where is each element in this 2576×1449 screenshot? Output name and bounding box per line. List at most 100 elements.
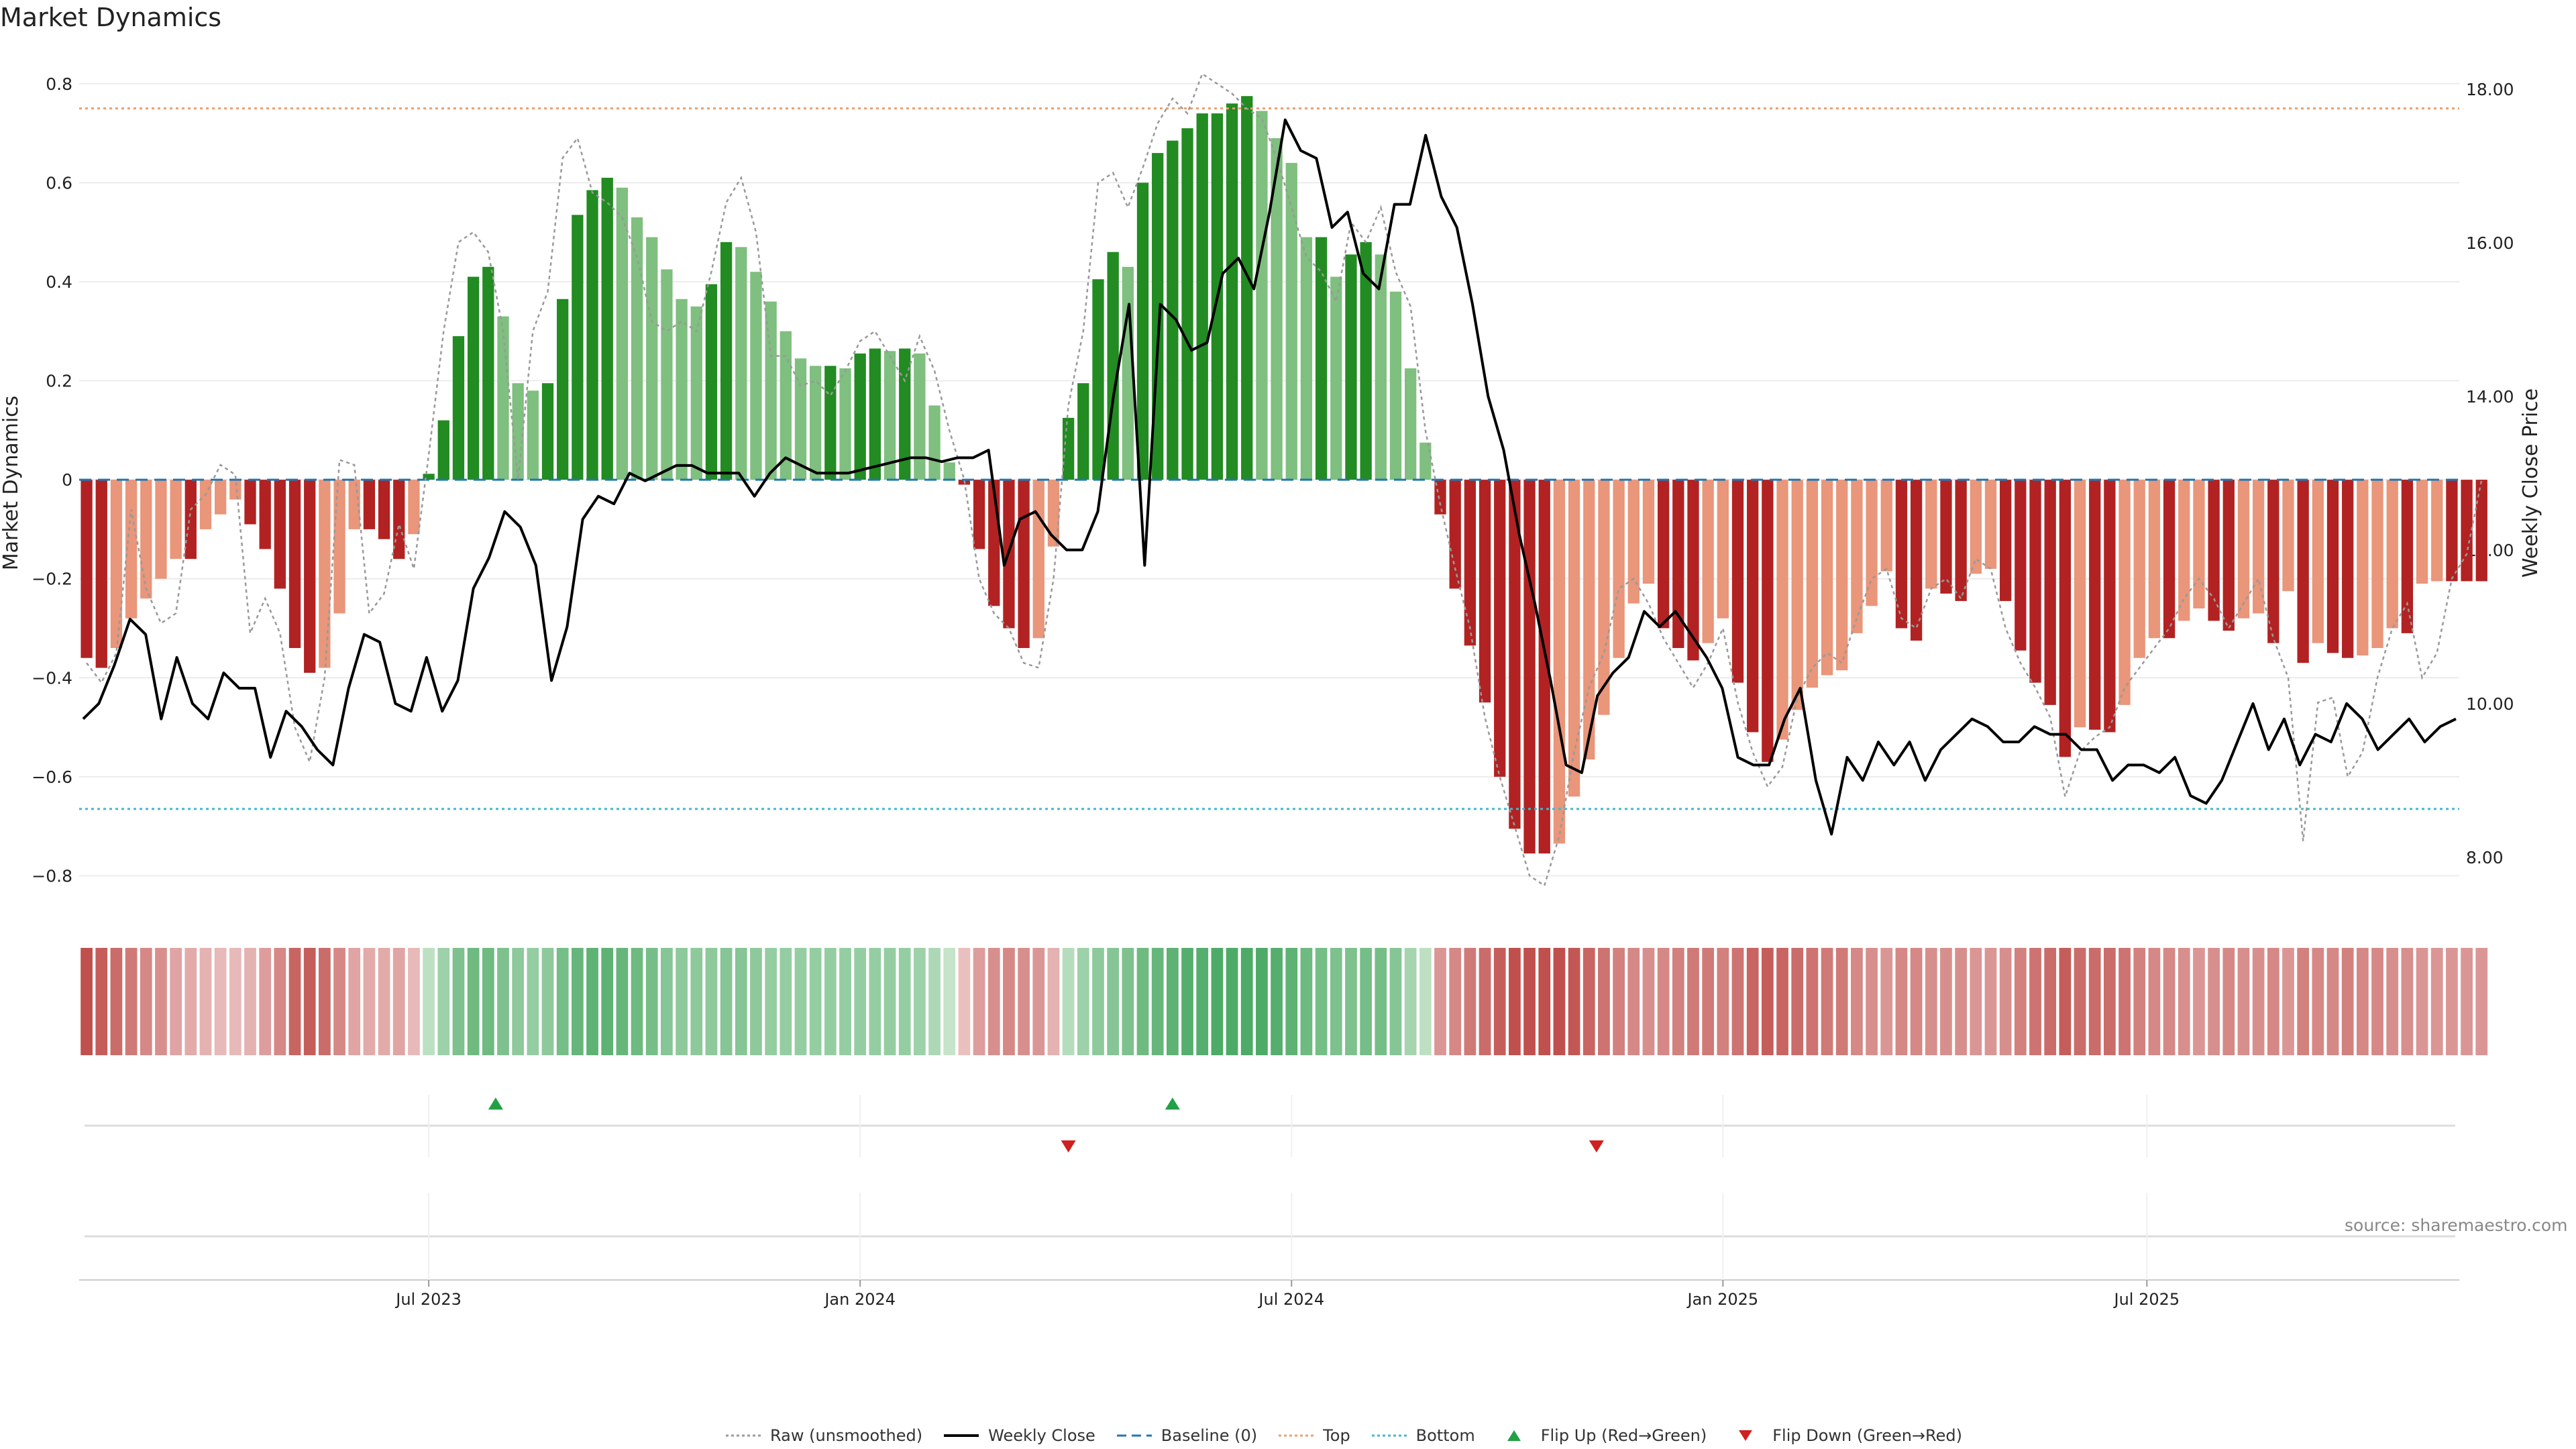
dynamics-bar: [1405, 368, 1417, 480]
dynamics-bar: [1494, 480, 1506, 777]
heat-cell: [2461, 948, 2473, 1055]
dynamics-bar: [2431, 480, 2443, 582]
heat-cell: [1509, 948, 1521, 1055]
heat-cell: [1702, 948, 1715, 1055]
heat-strip: [80, 948, 2488, 1055]
heat-cell: [1866, 948, 1878, 1055]
legend-label: Top: [1323, 1426, 1350, 1445]
dynamics-bar: [869, 348, 881, 480]
heat-cell: [1136, 948, 1149, 1055]
x-tick-label: Jul 2025: [2112, 1290, 2180, 1309]
heat-cell: [423, 948, 435, 1055]
heat-cell: [2386, 948, 2399, 1055]
dynamics-bar: [1717, 480, 1729, 619]
heat-cell: [1285, 948, 1298, 1055]
dynamics-bar: [1330, 276, 1342, 480]
x-axis: Jul 2023 Jan 2024 Jul 2024 Jan 2025 Jul 2025: [79, 1095, 2459, 1309]
source-note: source: sharemaestro.com: [2345, 1216, 2568, 1235]
dynamics-bar: [1866, 480, 1878, 606]
heat-cell: [2446, 948, 2458, 1055]
dynamics-bar: [2416, 480, 2428, 584]
heat-cell: [869, 948, 881, 1055]
heat-cell: [1032, 948, 1045, 1055]
dynamics-bar: [2401, 480, 2414, 633]
dynamics-bar: [125, 480, 138, 619]
heat-cell: [1687, 948, 1699, 1055]
flip-panel: [85, 1097, 2455, 1152]
heat-cell: [1880, 948, 1893, 1055]
dynamics-bar: [1375, 254, 1387, 480]
dynamics-bar: [1598, 480, 1610, 715]
heat-cell: [1003, 948, 1015, 1055]
dynamics-bar: [1538, 480, 1550, 854]
heat-cell: [2104, 948, 2116, 1055]
heat-cell: [363, 948, 376, 1055]
heat-cell: [1330, 948, 1342, 1055]
dynamics-bar: [2461, 480, 2473, 582]
heat-cell: [2074, 948, 2086, 1055]
y-tick-label-left: 0.4: [46, 272, 72, 292]
legend-item: Bottom: [1371, 1426, 1475, 1445]
heat-cell: [1375, 948, 1387, 1055]
heat-cell: [1642, 948, 1655, 1055]
dynamics-bar: [393, 480, 405, 559]
heat-cell: [1449, 948, 1462, 1055]
heat-cell: [1761, 948, 1774, 1055]
dynamics-bar: [274, 480, 286, 589]
dotted-line: [1371, 1434, 1407, 1437]
dynamics-bar: [2118, 480, 2131, 705]
heat-cell: [170, 948, 182, 1055]
dynamics-bar: [586, 190, 598, 480]
dynamics-bar: [1107, 252, 1119, 480]
y-tick-label-left: 0.6: [46, 173, 72, 193]
dynamics-bar: [2089, 480, 2101, 730]
legend-item: Weekly Close: [943, 1426, 1095, 1445]
y-axis-label-right: Weekly Close Price: [2519, 388, 2542, 578]
dynamics-bar: [2222, 480, 2235, 631]
legend-item: Top: [1277, 1426, 1350, 1445]
dynamics-bar: [1851, 480, 1863, 633]
heat-cell: [482, 948, 494, 1055]
dynamics-bar: [140, 480, 152, 599]
heat-cell: [1360, 948, 1373, 1055]
heat-cell: [1479, 948, 1491, 1055]
flip-down-icon: [1589, 1140, 1604, 1152]
dynamics-bar: [363, 480, 376, 529]
dynamics-bar: [1747, 480, 1759, 733]
heat-cell: [1315, 948, 1328, 1055]
dynamics-bar: [1226, 103, 1238, 480]
triangle-up-icon: [1507, 1430, 1521, 1441]
heat-cell: [214, 948, 227, 1055]
dynamics-bar: [1047, 480, 1060, 547]
dynamics-bar: [1895, 480, 1908, 629]
heat-cell: [437, 948, 450, 1055]
heat-cell: [1062, 948, 1075, 1055]
heat-cell: [1627, 948, 1640, 1055]
y-tick-label-right: 14.00: [2466, 387, 2514, 407]
heat-cell: [2356, 948, 2369, 1055]
dynamics-bar: [914, 353, 926, 480]
dynamics-bar: [452, 336, 465, 480]
dynamics-bars: [80, 96, 2487, 854]
heat-cell: [1731, 948, 1744, 1055]
dynamics-bar: [259, 480, 271, 549]
dynamics-bar: [1389, 291, 1402, 480]
left-axis-ticks: 0.8 0.6 0.4 0.2 0 −0.2 −0.4 −0.6 −0.8: [32, 74, 72, 886]
heat-cell: [973, 948, 985, 1055]
dynamics-bar: [184, 480, 197, 559]
dynamics-bar: [1345, 254, 1357, 480]
dynamics-bar: [244, 480, 256, 525]
heat-cell: [2193, 948, 2205, 1055]
heat-cell: [467, 948, 480, 1055]
dynamics-bar: [2446, 480, 2458, 582]
heat-cell: [1582, 948, 1595, 1055]
heat-cell: [259, 948, 272, 1055]
dynamics-bar: [333, 480, 345, 614]
dynamics-bar: [1241, 96, 1253, 480]
heat-cell: [527, 948, 539, 1055]
heat-cell: [2371, 948, 2383, 1055]
heat-cell: [2341, 948, 2354, 1055]
heat-cell: [2297, 948, 2310, 1055]
heat-cell: [1434, 948, 1446, 1055]
